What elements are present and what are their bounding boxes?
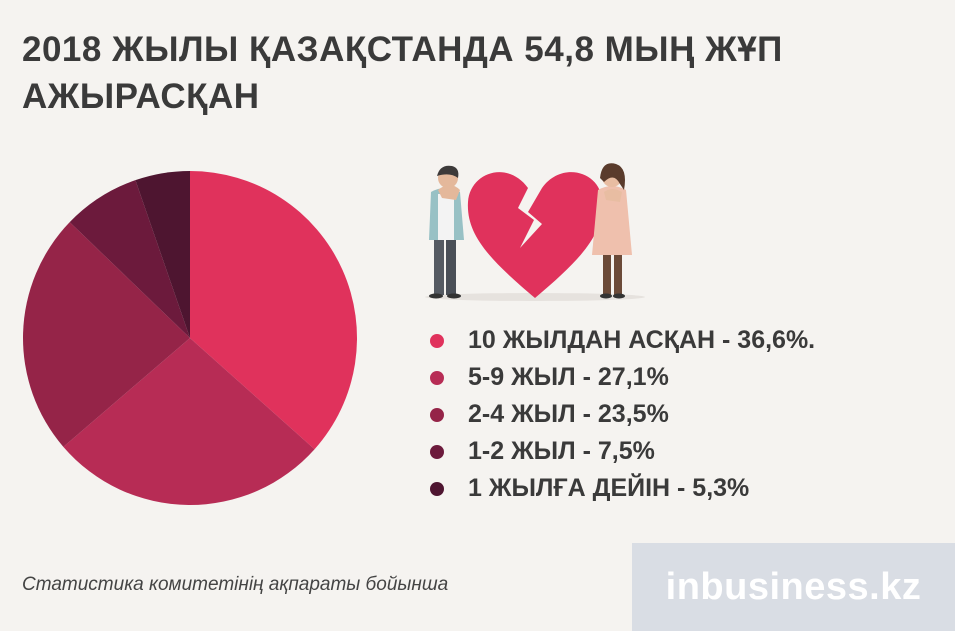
legend-label: 1 ЖЫЛҒА ДЕЙІН - 5,3% (468, 474, 750, 502)
woman-figure-icon (592, 163, 632, 299)
legend-label: 1-2 ЖЫЛ - 7,5% (468, 437, 655, 465)
pie-chart (23, 171, 358, 505)
broken-heart-icon (467, 172, 603, 298)
source-note: Статистика комитетінің ақпараты бойынша (22, 574, 449, 595)
legend-label: 2-4 ЖЫЛ - 23,5% (468, 400, 669, 428)
legend-item: 1 ЖЫЛҒА ДЕЙІН - 5,3% (430, 470, 815, 507)
legend-item: 1-2 ЖЫЛ - 7,5% (430, 433, 815, 470)
legend-dot (430, 370, 444, 385)
pie-slice-3 (23, 222, 191, 447)
pie-slice-4 (69, 180, 190, 338)
brand-logo[interactable]: inbusiness.kz (632, 543, 955, 631)
legend-dot (430, 481, 444, 496)
legend-item: 5-9 ЖЫЛ - 27,1% (430, 359, 815, 396)
pie-slice-1 (190, 171, 358, 450)
legend-label: 5-9 ЖЫЛ - 27,1% (468, 363, 669, 391)
pie-slice-2 (63, 338, 315, 505)
legend-label: 10 ЖЫЛДАН АСҚАН - 36,6%. (468, 326, 816, 354)
legend-dot (430, 407, 444, 422)
chart-legend: 10 ЖЫЛДАН АСҚАН - 36,6%. 5-9 ЖЫЛ - 27,1%… (430, 322, 815, 507)
legend-item: 10 ЖЫЛДАН АСҚАН - 36,6%. (430, 322, 815, 359)
page-title: 2018 ЖЫЛЫ ҚАЗАҚСТАНДА 54,8 МЫҢ ЖҰП АЖЫРА… (22, 30, 783, 116)
broken-heart-illustration (425, 163, 645, 301)
legend-dot (430, 444, 444, 459)
brand-logo-text: inbusiness.kz (665, 565, 922, 608)
pie-slice-5 (135, 171, 190, 338)
legend-item: 2-4 ЖЫЛ - 23,5% (430, 396, 815, 433)
legend-dot (430, 333, 444, 348)
man-figure-icon (429, 165, 464, 299)
